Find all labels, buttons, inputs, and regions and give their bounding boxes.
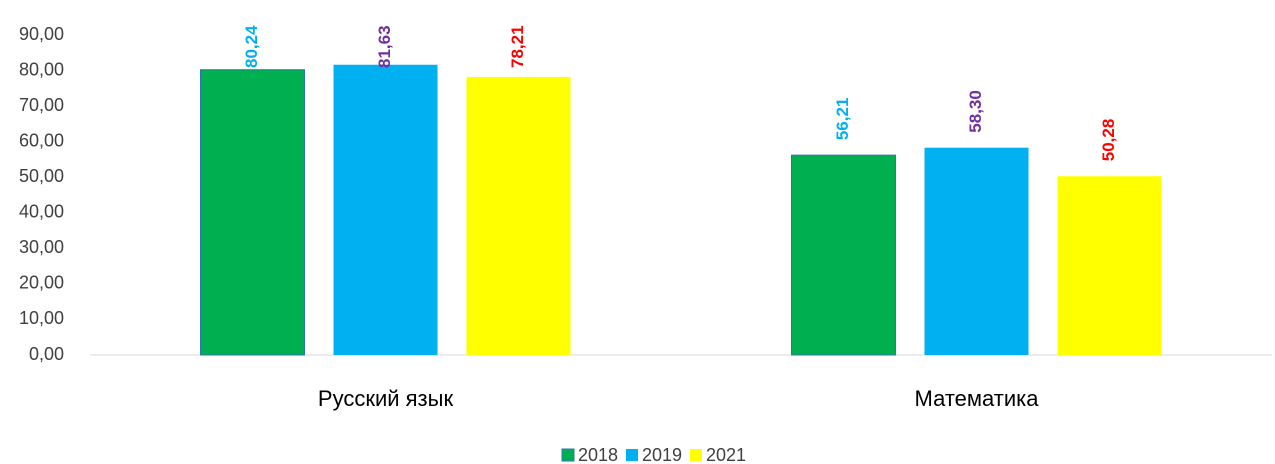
y-tick-label: 10,00: [19, 308, 64, 328]
y-tick-label: 50,00: [19, 166, 64, 186]
y-tick-label: 20,00: [19, 273, 64, 293]
y-tick-label: 0,00: [29, 344, 64, 364]
x-tick-label: Математика: [915, 386, 1040, 411]
legend-swatch: [690, 449, 702, 461]
value-label: 56,21: [833, 98, 852, 141]
legend-label: 2019: [642, 445, 682, 464]
bar: [924, 147, 1029, 355]
y-tick-label: 60,00: [19, 130, 64, 150]
y-tick-label: 80,00: [19, 59, 64, 79]
legend-label: 2021: [706, 445, 746, 464]
bar: [200, 69, 305, 356]
value-label: 50,28: [1099, 119, 1118, 162]
value-label: 78,21: [508, 25, 527, 68]
y-tick-label: 40,00: [19, 202, 64, 222]
bar: [1057, 176, 1162, 355]
y-tick-label: 90,00: [19, 24, 64, 44]
bar: [791, 154, 896, 356]
bar: [333, 64, 438, 355]
value-label: 58,30: [966, 90, 985, 133]
legend-label: 2018: [578, 445, 618, 464]
value-label: 81,63: [375, 25, 394, 68]
value-label: 80,24: [242, 25, 261, 68]
legend-swatch: [561, 448, 575, 462]
x-tick-label: Русский язык: [318, 386, 454, 411]
y-tick-label: 70,00: [19, 95, 64, 115]
bar: [466, 76, 571, 356]
y-tick-label: 30,00: [19, 237, 64, 257]
legend-swatch: [626, 449, 638, 461]
